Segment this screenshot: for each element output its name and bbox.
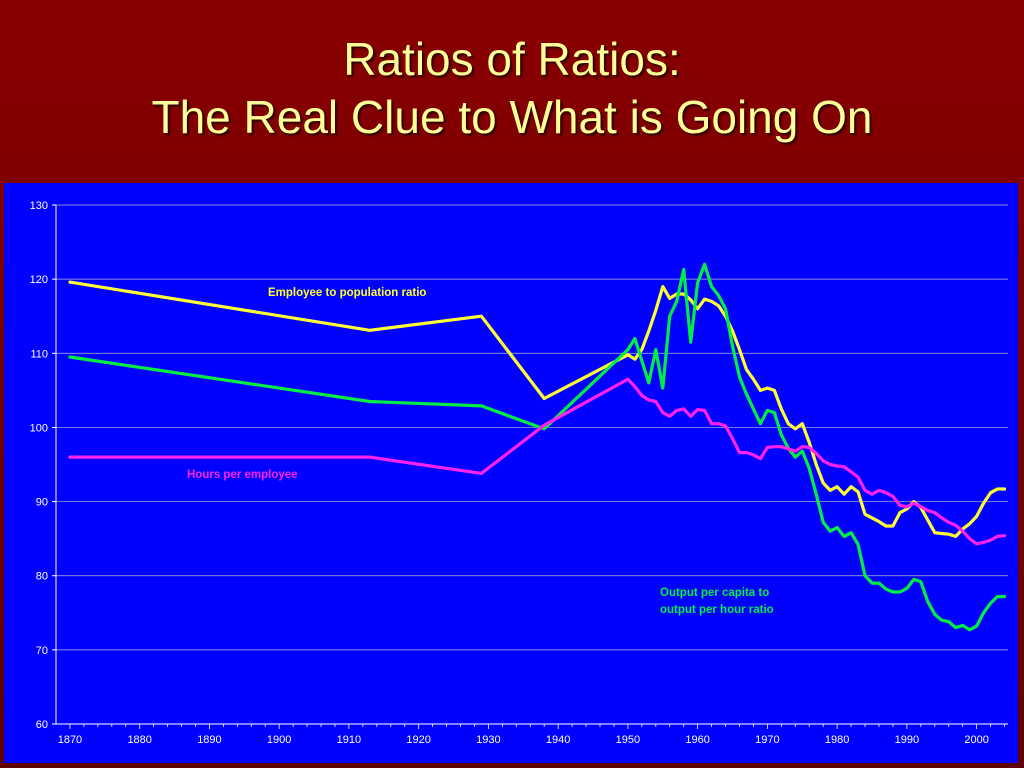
x-tick-label: 1890 (197, 734, 221, 746)
tick-labels: 60 70 80 90 100 110 120 130 1870 1880 1890 1900 1910… (30, 200, 989, 746)
y-tick-label: 70 (36, 645, 48, 657)
x-tick-label: 2000 (964, 734, 988, 746)
slide-title-line-1: Ratios of Ratios: (343, 33, 681, 85)
y-tick-label: 130 (30, 200, 48, 212)
series-lines (68, 262, 1007, 632)
x-tick-label: 1990 (895, 734, 919, 746)
series-line-3 (68, 377, 1007, 546)
y-tick-label: 80 (36, 571, 48, 583)
grid-lines (56, 204, 1008, 725)
y-tick-label: 90 (36, 497, 48, 509)
series-line-1 (68, 280, 1007, 538)
y-tick-label: 120 (30, 274, 48, 286)
employee-to-population-label: Employee to population ratio (268, 287, 426, 299)
axes (52, 204, 1008, 729)
x-tick-label: 1880 (127, 734, 151, 746)
x-tick-label: 1950 (616, 734, 640, 746)
output-ratio-label-line-1: Output per capita to (660, 587, 769, 599)
chart-panel: 60 70 80 90 100 110 120 130 1870 1880 1890 1900 1910… (4, 183, 1018, 763)
y-tick-label: 100 (30, 422, 48, 434)
y-tick-label: 60 (36, 719, 48, 731)
output-ratio-label-line-2: output per hour ratio (660, 604, 774, 616)
hours-per-employee-label: Hours per employee (187, 469, 298, 481)
x-tick-label: 1920 (406, 734, 430, 746)
x-tick-label: 1940 (546, 734, 570, 746)
x-tick-label: 1930 (476, 734, 500, 746)
slide-title: Ratios of Ratios: The Real Clue to What … (0, 30, 1024, 146)
series-labels: Employee to population ratio Hours per e… (187, 287, 774, 616)
x-tick-label: 1870 (58, 734, 82, 746)
x-tick-label: 1970 (755, 734, 779, 746)
series-line-2 (68, 262, 1007, 632)
x-tick-label: 1900 (267, 734, 291, 746)
x-tick-label: 1980 (825, 734, 849, 746)
x-tick-label: 1960 (685, 734, 709, 746)
line-chart: 60 70 80 90 100 110 120 130 1870 1880 1890 1900 1910… (30, 200, 1008, 746)
x-tick-label: 1910 (337, 734, 361, 746)
slide-title-line-2: The Real Clue to What is Going On (151, 91, 873, 143)
y-tick-label: 110 (30, 348, 48, 360)
